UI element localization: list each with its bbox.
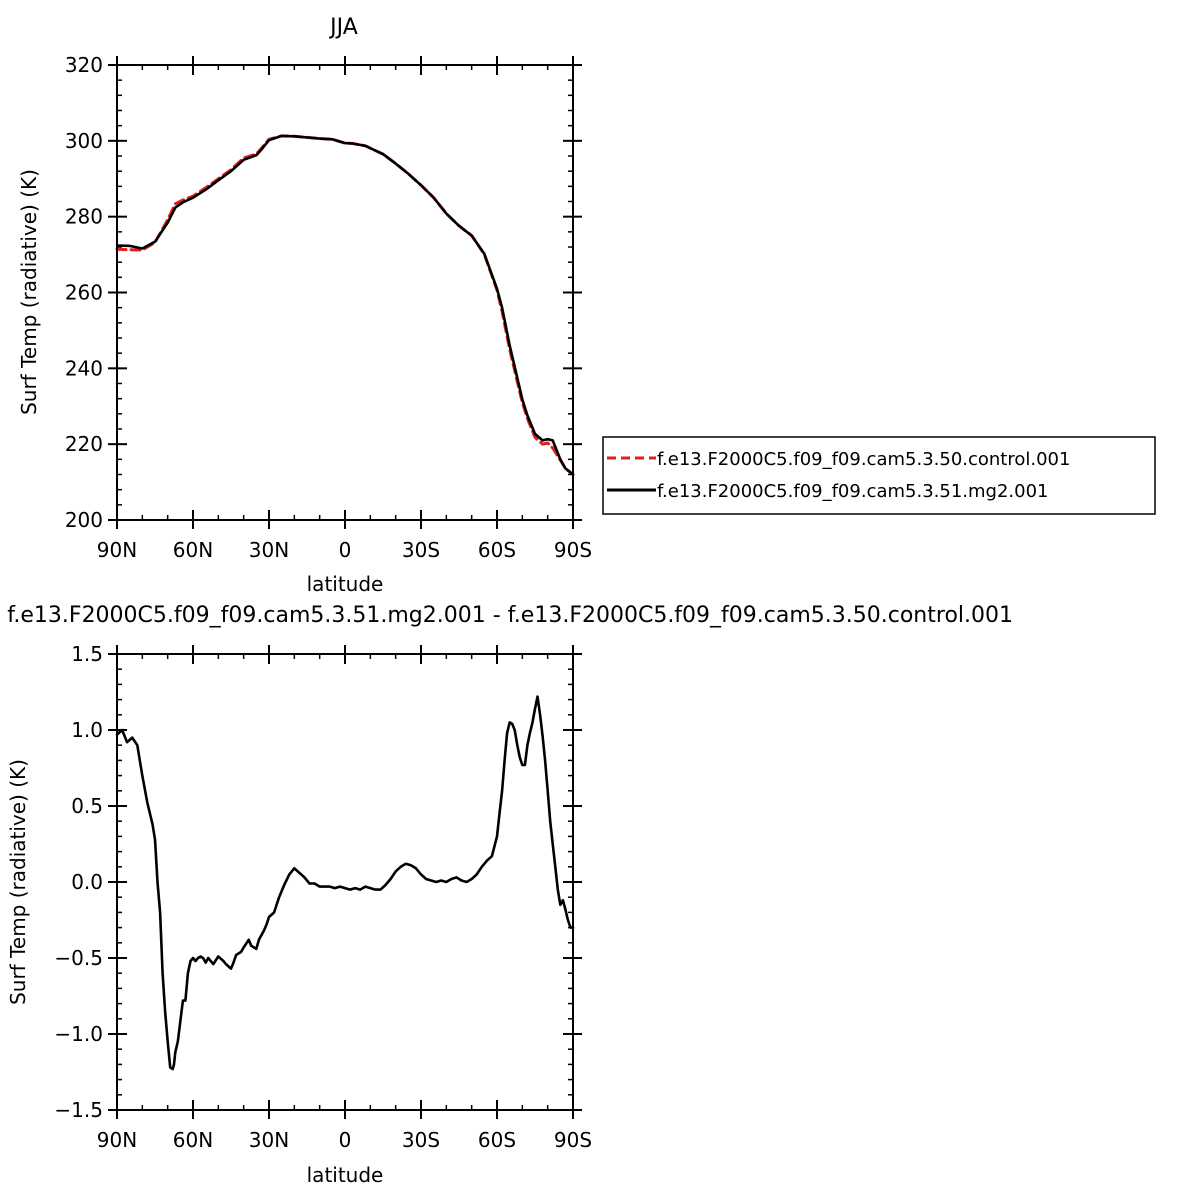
top-plot-frame xyxy=(116,64,574,521)
top-y-tick-label: 280 xyxy=(65,205,103,229)
bottom-y-tick-label: 1.5 xyxy=(71,642,103,666)
top-x-ticks: 90N 60N 30N 0 30S 60S 90S xyxy=(97,56,592,562)
bottom-plot-frame xyxy=(116,653,574,1111)
top-y-tick-label: 320 xyxy=(65,53,103,77)
top-x-tick-label: 0 xyxy=(339,538,352,562)
top-series-layer xyxy=(115,134,575,476)
top-y-ticks: 200 220 240 260 280 300 320 xyxy=(65,53,582,532)
bottom-series-line-0 xyxy=(115,695,575,1071)
bottom-y-axis-title: Surf Temp (radiative) (K) xyxy=(6,759,30,1005)
legend: f.e13.F2000C5.f09_f09.cam5.3.50.control.… xyxy=(602,436,1156,515)
top-x-tick-label: 60S xyxy=(478,538,516,562)
bottom-y-ticks: −1.5 −1.0 −0.5 0.0 0.5 1.0 1.5 xyxy=(54,642,582,1122)
top-x-tick-label: 90S xyxy=(554,538,592,562)
bottom-x-tick-label: 60N xyxy=(173,1128,213,1152)
bottom-x-tick-label: 0 xyxy=(339,1128,352,1152)
top-y-tick-label: 240 xyxy=(65,356,103,380)
top-series-line-1 xyxy=(115,134,575,476)
top-series-line-0 xyxy=(115,134,575,476)
bottom-panel: f.e13.F2000C5.f09_f09.cam5.3.51.mg2.001 … xyxy=(6,603,1013,1187)
legend-box xyxy=(602,436,1156,515)
top-x-tick-label: 30N xyxy=(249,538,289,562)
top-y-tick-label: 300 xyxy=(65,129,103,153)
bottom-y-tick-label: −1.5 xyxy=(54,1098,103,1122)
top-y-axis-title: Surf Temp (radiative) (K) xyxy=(17,169,41,415)
bottom-x-tick-label: 90N xyxy=(97,1128,137,1152)
bottom-x-tick-label: 90S xyxy=(554,1128,592,1152)
bottom-y-tick-label: 0.0 xyxy=(71,870,103,894)
top-x-tick-label: 30S xyxy=(402,538,440,562)
bottom-y-tick-label: −1.0 xyxy=(54,1022,103,1046)
bottom-y-tick-label: 0.5 xyxy=(71,794,103,818)
bottom-y-tick-label: −0.5 xyxy=(54,946,103,970)
bottom-x-tick-label: 30S xyxy=(402,1128,440,1152)
bottom-x-tick-label: 30N xyxy=(249,1128,289,1152)
bottom-y-tick-label: 1.0 xyxy=(71,718,103,742)
top-panel: JJA 200 220 240 260 280 300 320 90N 60N 30N 0 30S 6… xyxy=(17,15,592,596)
top-y-tick-label: 220 xyxy=(65,432,103,456)
top-panel-title: JJA xyxy=(328,15,358,40)
bottom-series-layer xyxy=(115,695,575,1071)
top-y-tick-label: 260 xyxy=(65,281,103,305)
top-y-tick-label: 200 xyxy=(65,508,103,532)
bottom-x-tick-label: 60S xyxy=(478,1128,516,1152)
bottom-x-ticks: 90N 60N 30N 0 30S 60S 90S xyxy=(97,645,592,1152)
bottom-panel-title: f.e13.F2000C5.f09_f09.cam5.3.51.mg2.001 … xyxy=(7,603,1013,628)
legend-label-control: f.e13.F2000C5.f09_f09.cam5.3.50.control.… xyxy=(657,449,1070,470)
bottom-x-axis-title: latitude xyxy=(307,1163,384,1187)
top-x-tick-label: 60N xyxy=(173,538,213,562)
top-x-axis-title: latitude xyxy=(307,572,384,596)
legend-label-mg2: f.e13.F2000C5.f09_f09.cam5.3.51.mg2.001 xyxy=(657,481,1048,502)
top-x-tick-label: 90N xyxy=(97,538,137,562)
